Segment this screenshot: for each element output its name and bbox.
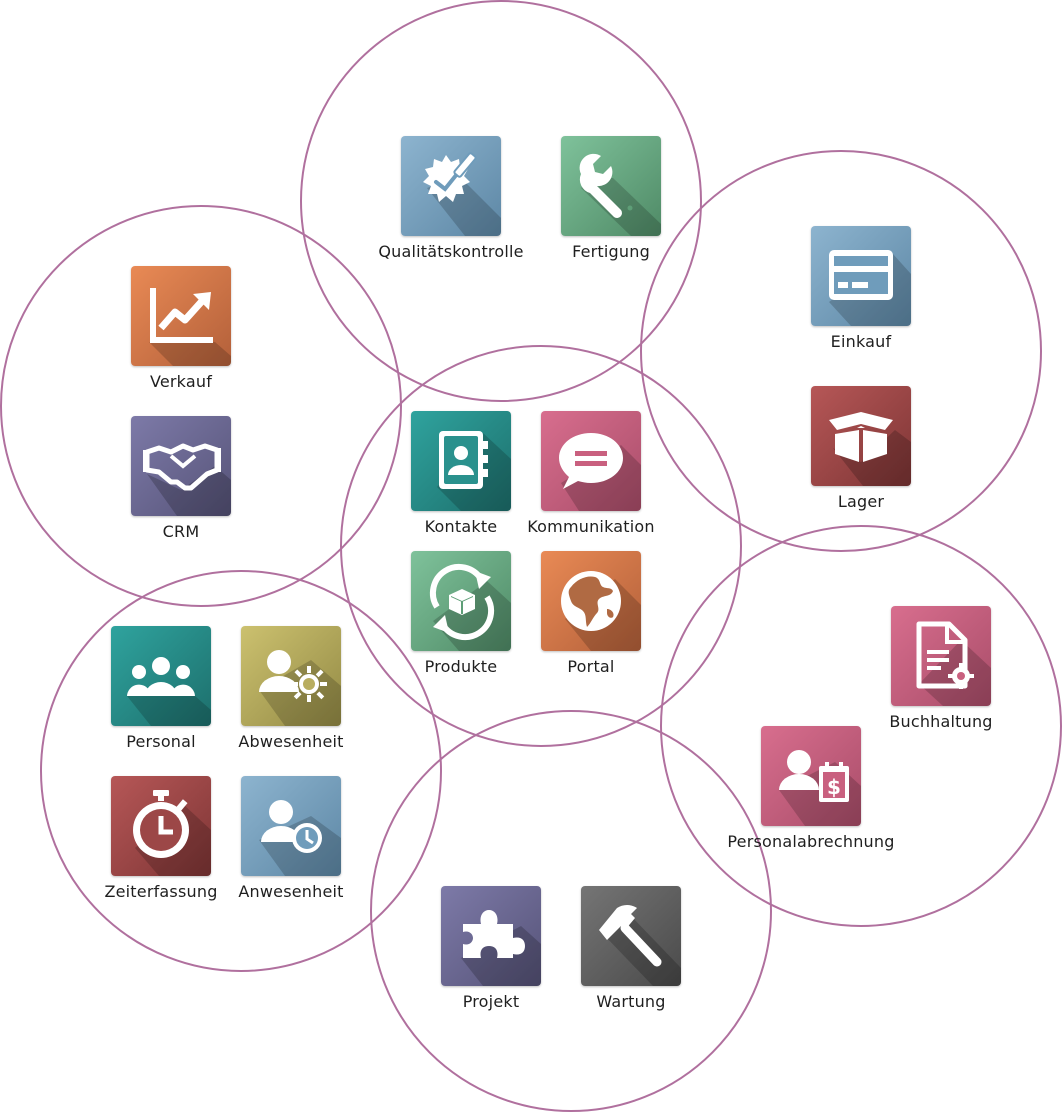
wrench-icon xyxy=(579,153,661,236)
user-sun-icon xyxy=(259,650,341,726)
app-tile-projekt[interactable] xyxy=(441,886,541,986)
open-box-icon xyxy=(829,412,911,486)
app-label: Projekt xyxy=(462,992,520,1011)
app-label: Produkte xyxy=(424,657,498,676)
app-label: Fertigung xyxy=(572,242,650,261)
app-tile-anwesenheit[interactable] xyxy=(241,776,341,876)
app-tile-lager[interactable] xyxy=(811,386,911,486)
app-tile-portal[interactable] xyxy=(541,551,641,651)
globe-icon xyxy=(561,571,641,651)
app-label: Anwesenheit xyxy=(238,882,344,901)
trend-chart-icon xyxy=(149,288,231,366)
app-tile-buchhaltung[interactable] xyxy=(891,606,991,706)
app-tile-zeiterfassung[interactable] xyxy=(111,776,211,876)
app-label: Zeiterfassung xyxy=(104,882,218,901)
circle-sales xyxy=(0,205,402,607)
app-label: Personalabrechnung xyxy=(727,832,895,851)
app-tile-abwesenheit[interactable] xyxy=(241,626,341,726)
user-payslip-icon: $ xyxy=(779,750,861,826)
circle-quality-manufacturing xyxy=(300,0,702,402)
document-gear-icon xyxy=(916,621,991,706)
handshake-icon xyxy=(143,443,231,516)
app-label: Kommunikation xyxy=(527,517,655,536)
app-label: Personal xyxy=(126,732,196,751)
puzzle-icon xyxy=(461,910,541,986)
app-label: Kontakte xyxy=(424,517,498,536)
app-tile-verkauf[interactable] xyxy=(131,266,231,366)
address-book-icon xyxy=(437,431,511,511)
app-tile-kontakte[interactable] xyxy=(411,411,511,511)
app-tile-personalabrechnung[interactable]: $ xyxy=(761,726,861,826)
app-label: Portal xyxy=(567,657,615,676)
app-label: Abwesenheit xyxy=(238,732,344,751)
chat-bubble-icon xyxy=(559,433,641,511)
quality-seal-icon xyxy=(423,152,501,236)
app-tile-personal[interactable] xyxy=(111,626,211,726)
app-label: Einkauf xyxy=(830,332,892,351)
app-label: CRM xyxy=(162,522,200,541)
app-tile-kommunikation[interactable] xyxy=(541,411,641,511)
app-label: Buchhaltung xyxy=(889,712,993,731)
credit-card-icon xyxy=(829,250,911,326)
app-label: Qualitätskontrolle xyxy=(378,242,524,261)
app-tile-wartung[interactable] xyxy=(581,886,681,986)
user-clock-icon xyxy=(259,800,341,876)
app-tile-crm[interactable] xyxy=(131,416,231,516)
app-label: Lager xyxy=(837,492,885,511)
app-tile-qualitaetskontrolle[interactable] xyxy=(401,136,501,236)
app-tile-einkauf[interactable] xyxy=(811,226,911,326)
circle-projects xyxy=(370,710,772,1112)
app-label: Verkauf xyxy=(149,372,213,391)
stopwatch-icon xyxy=(133,790,211,876)
app-tile-produkte[interactable] xyxy=(411,551,511,651)
app-label: Wartung xyxy=(596,992,666,1011)
circle-hr xyxy=(40,570,442,972)
app-tile-fertigung[interactable] xyxy=(561,136,661,236)
people-group-icon xyxy=(127,657,211,726)
circle-accounting xyxy=(660,525,1062,927)
svg-text:$: $ xyxy=(827,775,841,799)
product-cycle-icon xyxy=(429,563,511,651)
circle-purchase-inventory xyxy=(640,150,1042,552)
hammer-icon xyxy=(599,905,681,986)
circle-core xyxy=(340,345,742,747)
